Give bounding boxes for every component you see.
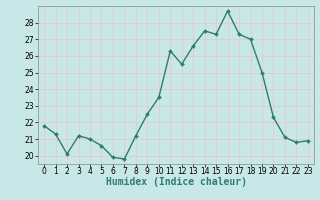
X-axis label: Humidex (Indice chaleur): Humidex (Indice chaleur) bbox=[106, 177, 246, 187]
